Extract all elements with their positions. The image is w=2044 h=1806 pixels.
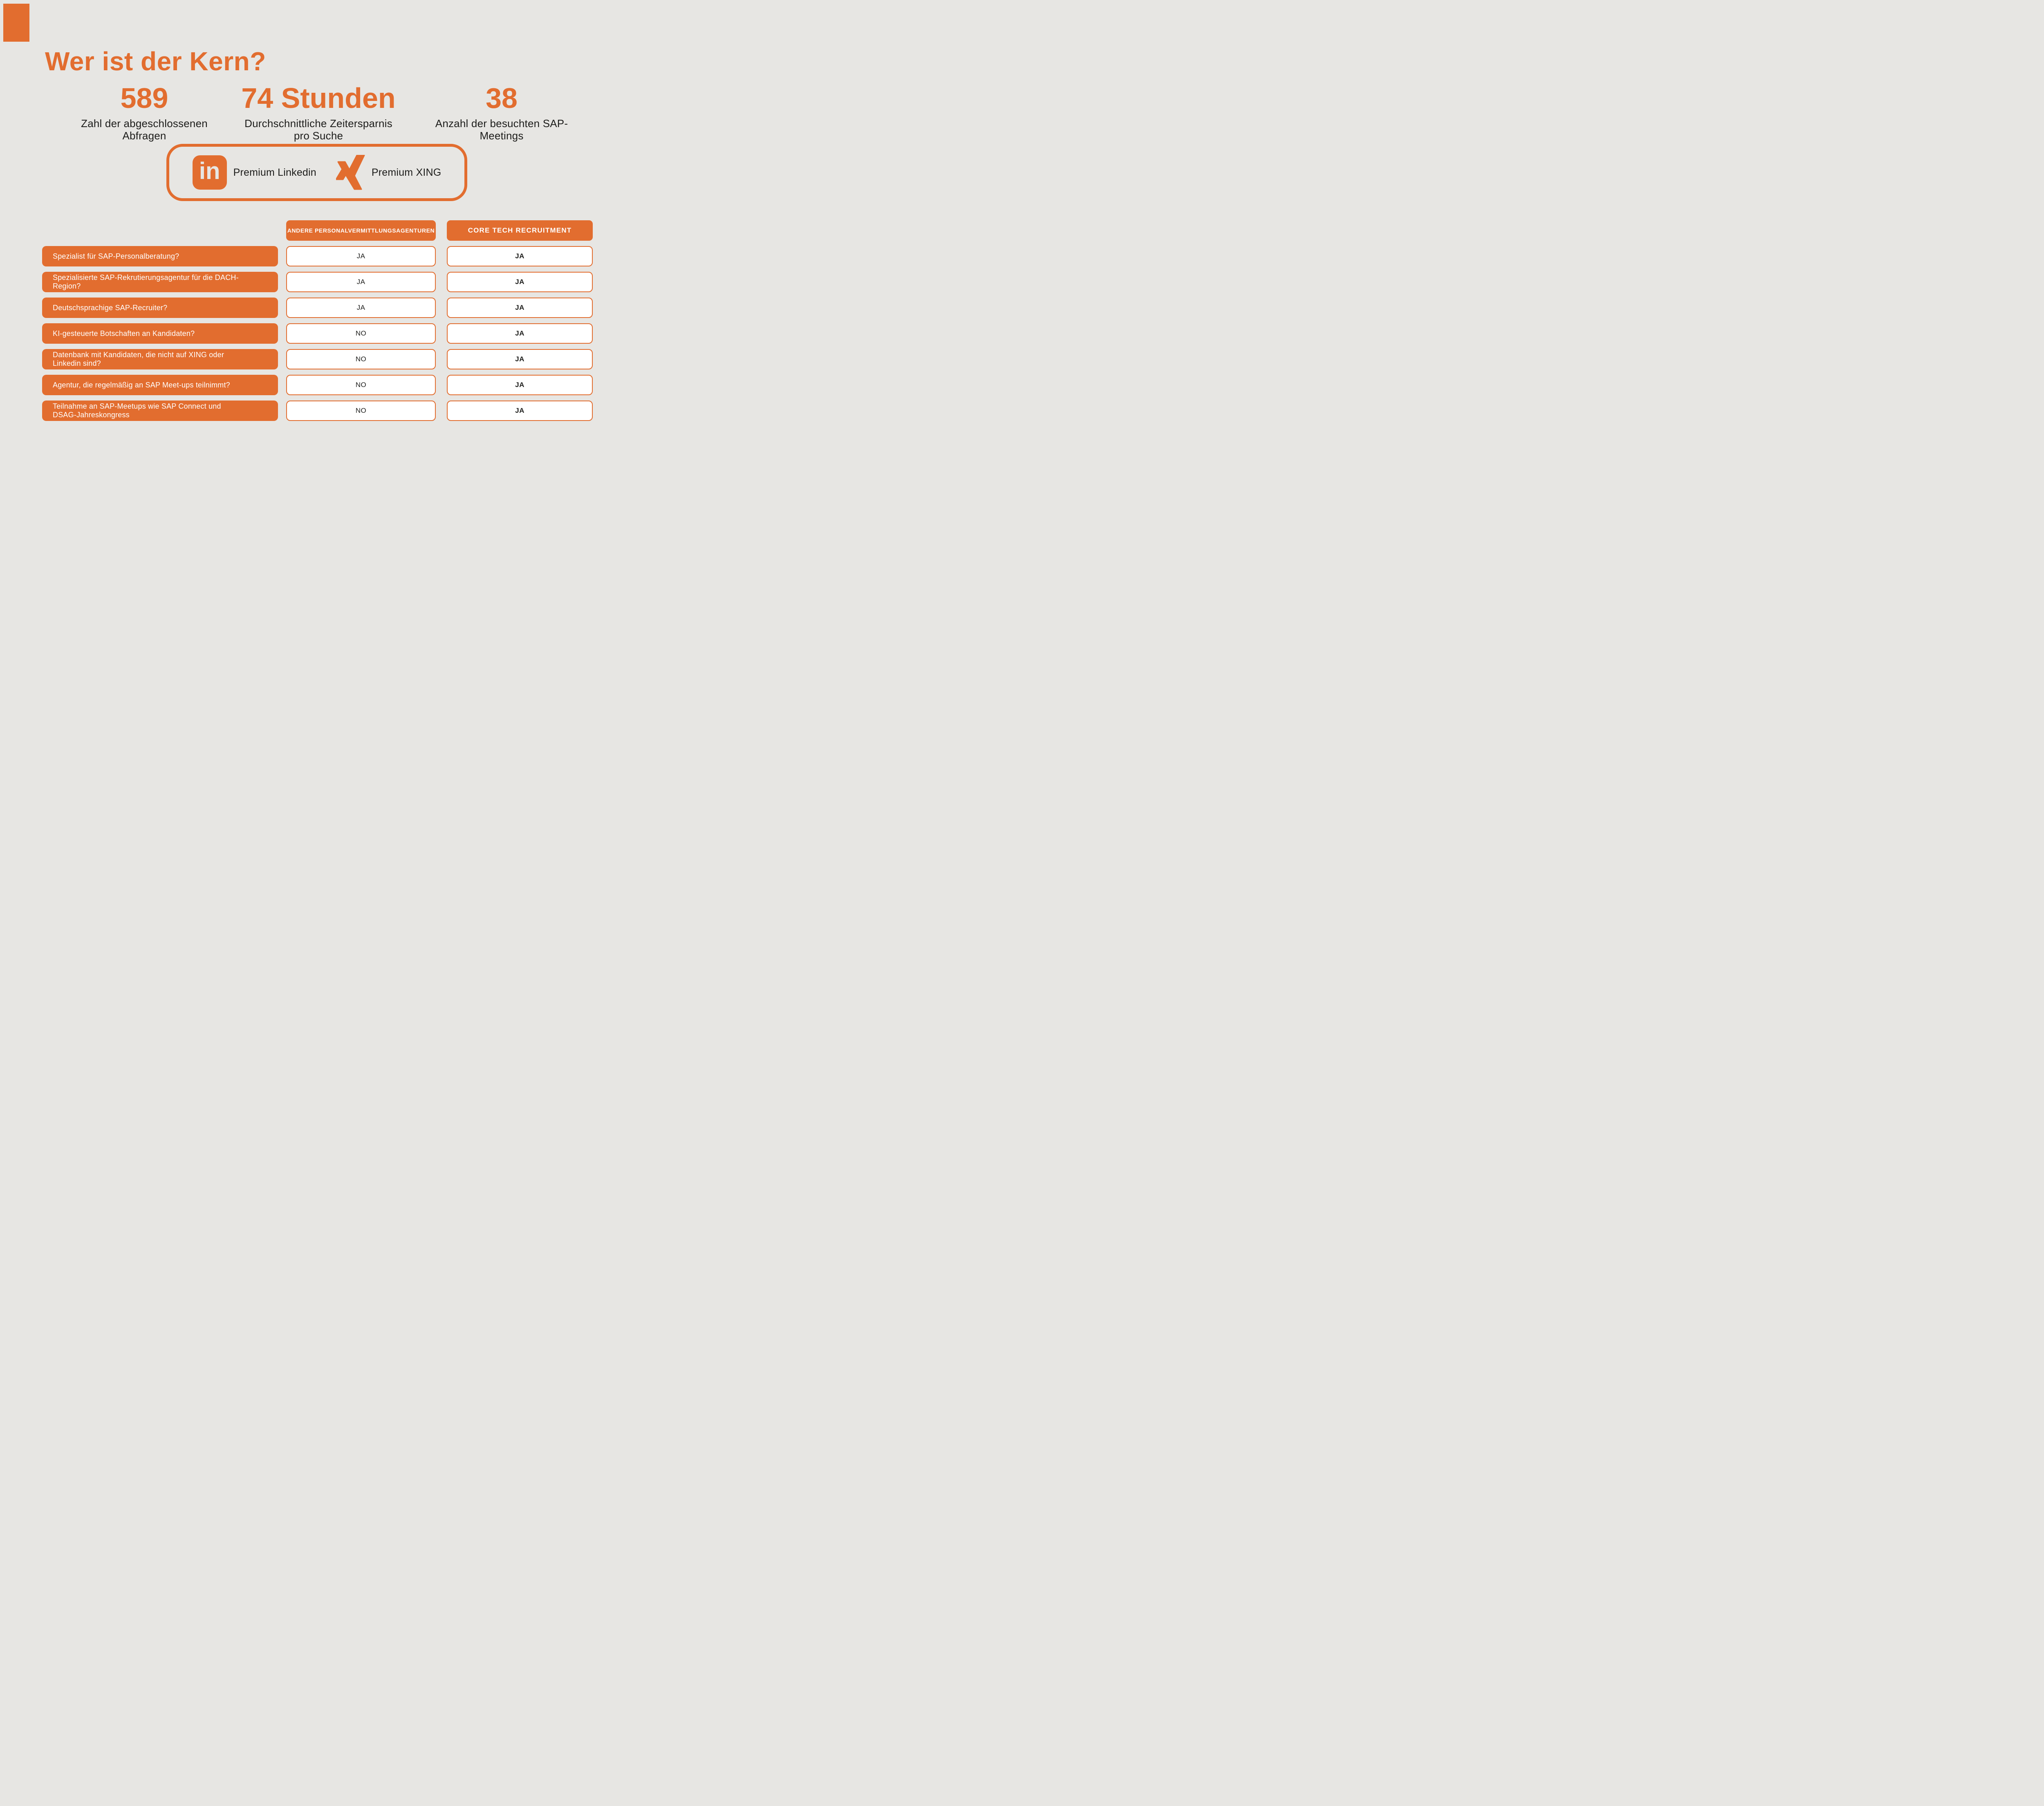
stat-sap-meetings: 38 Anzahl der besuchten SAP- Meetings bbox=[420, 84, 583, 142]
xing-icon bbox=[336, 155, 365, 190]
column-header-core-tech: CORE TECH RECRUITMENT bbox=[447, 220, 593, 241]
linkedin-icon: in bbox=[192, 155, 227, 190]
linkedin-in-glyph: in bbox=[199, 158, 220, 184]
xing-badge-label: Premium XING bbox=[371, 166, 442, 178]
comparison-table: ANDERE PERSONALVERMITTLUNGSAGENTUREN COR… bbox=[42, 220, 593, 421]
corner-accent-rectangle bbox=[3, 4, 29, 42]
row-label: Deutschsprachige SAP-Recruiter? bbox=[42, 298, 278, 318]
answer-other: NO bbox=[286, 375, 436, 395]
page-title: Wer ist der Kern? bbox=[45, 47, 266, 76]
stat-caption: Zahl der abgeschlossenen Abfragen bbox=[81, 117, 208, 142]
row-label: Datenbank mit Kandidaten, die nicht auf … bbox=[42, 349, 278, 369]
stat-caption: Anzahl der besuchten SAP- Meetings bbox=[435, 117, 568, 142]
answer-core: JA bbox=[447, 401, 593, 421]
answer-core: JA bbox=[447, 323, 593, 344]
linkedin-badge: in Premium Linkedin bbox=[192, 155, 316, 190]
stat-caption: Durchschnittliche Zeitersparnis pro Such… bbox=[244, 117, 392, 142]
answer-other: JA bbox=[286, 272, 436, 292]
answer-other: NO bbox=[286, 349, 436, 369]
row-label: Spezialist für SAP-Personalberatung? bbox=[42, 246, 278, 266]
answer-core: JA bbox=[447, 298, 593, 318]
answer-core: JA bbox=[447, 246, 593, 266]
stat-value: 589 bbox=[120, 82, 168, 114]
answer-other: NO bbox=[286, 401, 436, 421]
xing-badge: Premium XING bbox=[336, 155, 441, 190]
answer-other: JA bbox=[286, 298, 436, 318]
answer-core: JA bbox=[447, 349, 593, 369]
infographic-page: Wer ist der Kern? 589 Zahl der abgeschlo… bbox=[0, 0, 639, 452]
answer-core: JA bbox=[447, 375, 593, 395]
column-header-other-agencies: ANDERE PERSONALVERMITTLUNGSAGENTUREN bbox=[286, 220, 436, 241]
linkedin-badge-label: Premium Linkedin bbox=[233, 166, 316, 178]
premium-memberships-box: in Premium Linkedin Premium XING bbox=[166, 144, 467, 201]
answer-other: JA bbox=[286, 246, 436, 266]
stat-value: 74 Stunden bbox=[241, 82, 396, 114]
stat-abgeschlossene-abfragen: 589 Zahl der abgeschlossenen Abfragen bbox=[63, 84, 226, 142]
stat-value: 38 bbox=[486, 82, 518, 114]
row-label: Teilnahme an SAP-Meetups wie SAP Connect… bbox=[42, 401, 278, 421]
answer-core: JA bbox=[447, 272, 593, 292]
answer-other: NO bbox=[286, 323, 436, 344]
row-label: Spezialisierte SAP-Rekrutierungsagentur … bbox=[42, 272, 278, 292]
stat-zeitersparnis: 74 Stunden Durchschnittliche Zeitersparn… bbox=[237, 84, 400, 142]
row-label: Agentur, die regelmäßig an SAP Meet-ups … bbox=[42, 375, 278, 395]
row-label: KI-gesteuerte Botschaften an Kandidaten? bbox=[42, 323, 278, 344]
